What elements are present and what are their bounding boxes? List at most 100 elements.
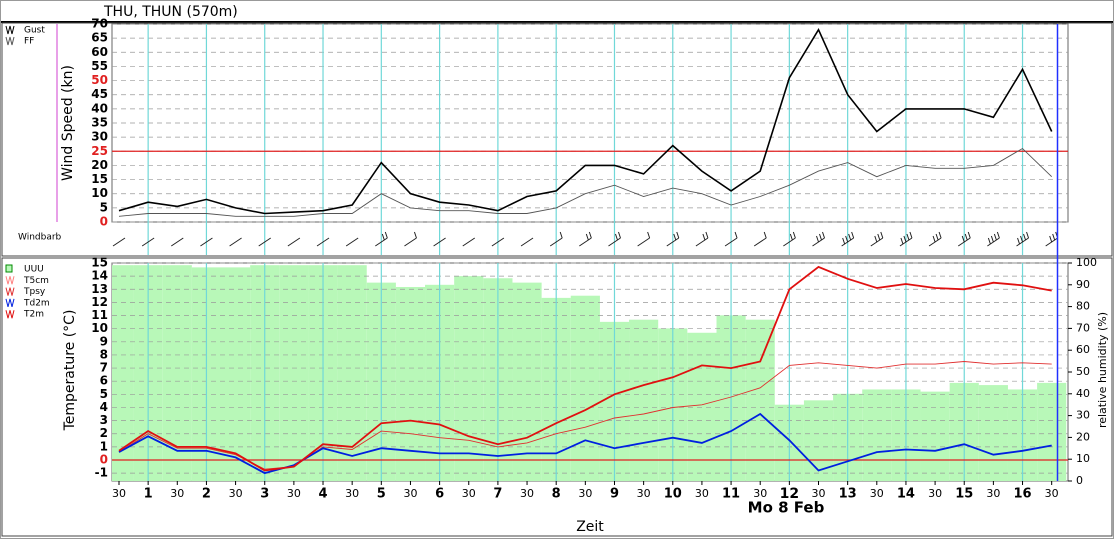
legend-label: FF — [24, 37, 34, 47]
windbarb — [520, 237, 534, 247]
y-tick-label: 10 — [91, 186, 108, 200]
y2-tick-label: 30 — [1076, 409, 1090, 422]
windbarb — [375, 231, 388, 247]
y2-tick-label: 40 — [1076, 387, 1090, 400]
legend-swatch — [5, 25, 15, 35]
legend-label: Td2m — [23, 298, 50, 308]
x-tick-label: 3 — [260, 487, 269, 502]
legend-swatch — [5, 264, 13, 273]
y-tick-label: 7 — [100, 361, 108, 375]
y-tick-label: 25 — [91, 144, 108, 158]
date-label: Mo 8 Feb — [748, 499, 825, 517]
temp-panel — [1, 257, 1113, 537]
legend-swatch — [5, 298, 15, 308]
humidity-bar — [920, 391, 950, 481]
y-tick-label: 3 — [100, 413, 108, 427]
windbarb — [345, 237, 359, 247]
y-tick-label: 35 — [91, 116, 108, 130]
x-tick-label: 30 — [112, 487, 126, 500]
legend-label: T2m — [23, 310, 44, 320]
y2-tick-label: 10 — [1076, 452, 1090, 465]
x-tick-label: 4 — [318, 487, 327, 502]
x-tick-label: 2 — [202, 487, 211, 502]
windbarb — [1016, 231, 1030, 247]
y-axis-title: Temperature (°C) — [62, 310, 78, 432]
humidity-bar — [512, 282, 542, 481]
y-tick-label: 11 — [91, 308, 108, 322]
y-tick-label: 6 — [100, 374, 108, 388]
windbarb — [200, 237, 213, 247]
humidity-bar — [803, 400, 834, 481]
x-tick-label: 30 — [520, 487, 534, 500]
windbarb — [783, 231, 796, 247]
y-tick-label: 13 — [91, 282, 108, 296]
band-label: Windbarb — [18, 233, 62, 243]
windbarb — [112, 237, 126, 247]
x-tick-label: 30 — [928, 487, 942, 500]
windbarb — [608, 231, 621, 247]
wind-panel — [1, 22, 1113, 257]
windbarb — [870, 231, 884, 247]
y-tick-label: 9 — [100, 334, 108, 348]
windbarb — [171, 237, 184, 247]
y-tick-label: 30 — [91, 130, 108, 144]
y-tick-label: 0 — [100, 215, 108, 229]
series-line — [118, 147, 1053, 217]
y-tick-label: 20 — [91, 158, 108, 172]
y-tick-label: 10 — [91, 321, 108, 335]
x-tick-label: 30 — [287, 487, 301, 500]
y-tick-label: 0 — [100, 452, 108, 466]
series-line — [118, 27, 1053, 215]
windbarb — [666, 231, 680, 247]
windbarb — [287, 237, 301, 247]
legend-swatch — [5, 310, 15, 319]
y2-tick-label: 0 — [1076, 474, 1083, 487]
x-tick-label: 30 — [695, 487, 709, 500]
y-tick-label: -1 — [95, 466, 108, 480]
windbarb — [141, 237, 155, 247]
x-tick-label: 8 — [552, 487, 561, 502]
humidity-bar — [221, 267, 251, 481]
x-tick-label: 30 — [578, 487, 592, 500]
humidity-bar — [570, 295, 600, 481]
x-tick-label: 30 — [870, 487, 884, 500]
x-tick-label: 30 — [462, 487, 476, 500]
x-tick-label: 11 — [722, 487, 740, 502]
humidity-bar — [1037, 382, 1067, 481]
humidity-bar — [112, 265, 134, 481]
legend-label: Tpsy — [23, 287, 46, 297]
y-tick-label: 15 — [91, 256, 108, 270]
y-tick-label: 65 — [91, 31, 108, 45]
y2-tick-label: 20 — [1076, 430, 1090, 443]
y2-tick-label: 70 — [1076, 321, 1090, 334]
humidity-bar — [978, 385, 1008, 481]
legend-swatch — [5, 276, 15, 285]
y2-tick-label: 80 — [1076, 300, 1090, 313]
y-tick-label: 15 — [91, 172, 108, 186]
humidity-bar — [395, 286, 426, 481]
x-tick-label: 30 — [229, 487, 243, 500]
windbarb — [491, 237, 505, 247]
x-tick-label: 1 — [144, 487, 153, 502]
windbarb — [753, 231, 767, 247]
x-tick-label: 15 — [955, 487, 973, 502]
humidity-bar — [862, 389, 892, 481]
windbarb — [229, 237, 242, 247]
title: THU, THUN (570m) — [103, 4, 238, 20]
x-tick-label: 14 — [897, 487, 915, 502]
windbarb — [258, 237, 272, 247]
humidity-bar — [337, 265, 367, 481]
x-tick-label: 10 — [664, 487, 682, 502]
x-axis-title: Zeit — [576, 519, 604, 535]
y-tick-label: 40 — [91, 101, 108, 115]
x-tick-label: 12 — [780, 486, 799, 502]
x-tick-label: 13 — [839, 487, 857, 502]
y-tick-label: 55 — [91, 59, 108, 73]
y2-tick-label: 50 — [1076, 365, 1090, 378]
windbarb — [899, 231, 913, 247]
y-tick-label: 45 — [91, 87, 108, 101]
legend-label: UUU — [24, 265, 44, 275]
windbarb — [549, 231, 563, 247]
y2-tick-label: 90 — [1076, 278, 1090, 291]
